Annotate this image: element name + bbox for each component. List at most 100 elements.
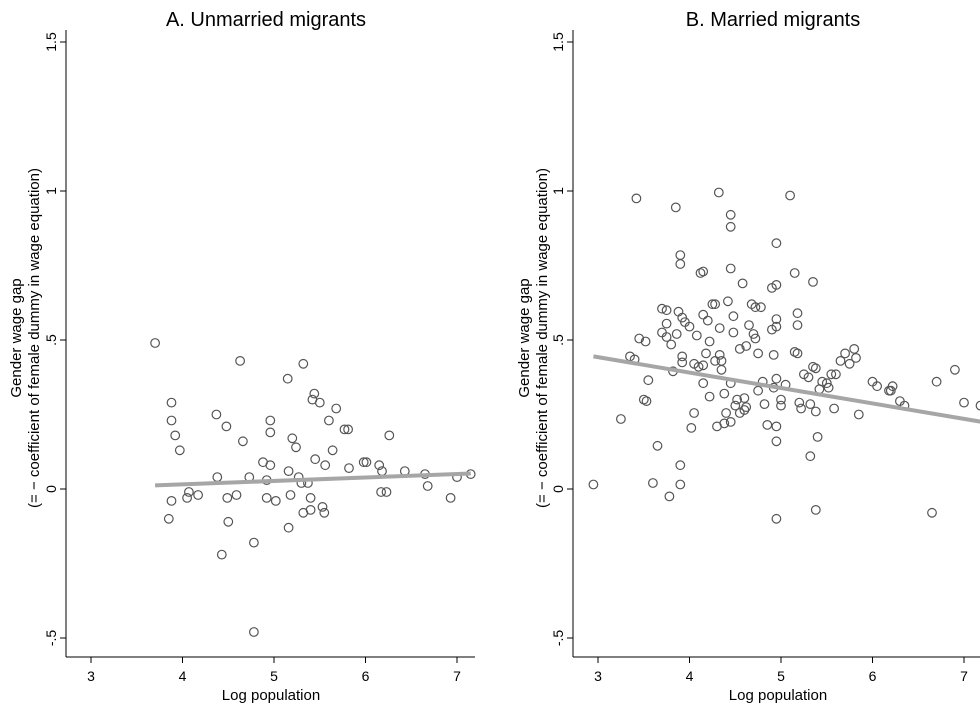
scatter-point <box>975 400 980 411</box>
scatter-point <box>931 376 942 387</box>
scatter-point <box>792 348 803 359</box>
scatter-point <box>744 320 754 331</box>
scatter-point <box>283 522 294 533</box>
scatter-point <box>693 361 704 372</box>
scatter-point <box>677 357 688 368</box>
scatter-point <box>753 348 763 359</box>
scatter-point <box>237 436 248 447</box>
scatter-point <box>728 327 739 338</box>
scatter-point <box>193 490 204 500</box>
scatter-point <box>810 363 821 374</box>
scatter-point <box>821 378 832 389</box>
scatter-point <box>776 394 786 405</box>
scatter-point <box>182 493 193 503</box>
scatter-point <box>324 415 334 426</box>
scatter-point <box>698 378 709 389</box>
x-axis-title: Log population <box>729 687 827 704</box>
scatter-point <box>640 336 651 347</box>
x-tick-label: 3 <box>594 668 602 684</box>
x-tick-label: 6 <box>362 668 370 684</box>
scatter-point <box>719 388 730 399</box>
scatter-point <box>221 421 232 432</box>
scatter-point <box>339 424 350 435</box>
scatter-point <box>789 268 800 278</box>
scatter-point <box>631 193 642 204</box>
scatter-point <box>282 373 293 384</box>
scatter-point <box>771 421 782 432</box>
scatter-point <box>231 490 242 500</box>
fit-line-group <box>154 471 471 488</box>
scatter-point <box>675 460 686 471</box>
scatter-point <box>853 409 864 420</box>
scatter-point <box>664 491 675 502</box>
scatter-point <box>823 382 834 393</box>
scatter-point <box>710 299 720 310</box>
scatter-point <box>285 490 296 500</box>
scatter-point <box>261 493 272 503</box>
scatter-point <box>796 403 806 414</box>
y-tick-label: -.5 <box>43 630 59 647</box>
scatter-point <box>358 457 369 468</box>
scatter-point <box>616 414 626 424</box>
scatter-point <box>216 549 227 560</box>
scatter-point <box>716 356 727 366</box>
scatter-point <box>750 333 761 344</box>
scatter-point <box>829 403 839 414</box>
scatter-point <box>817 376 828 387</box>
scatter-point <box>959 397 969 408</box>
scatter-point <box>707 299 718 310</box>
scatter-point <box>314 397 325 408</box>
scatter-point <box>344 463 354 474</box>
scatter-point <box>702 315 713 326</box>
panel-married-migrants: B. Married migrants Log population Gende… <box>516 9 980 704</box>
scatter-point <box>305 493 316 503</box>
scatter-point <box>771 314 782 325</box>
x-tick-label: 6 <box>869 668 877 684</box>
scatter-point <box>686 423 697 433</box>
scatter-point <box>753 385 763 396</box>
scatter-point <box>695 268 706 278</box>
scatter-point <box>771 513 782 524</box>
scatter-point <box>750 302 761 313</box>
scatter-point <box>677 351 688 362</box>
scatter-point <box>812 432 823 442</box>
scatter-point <box>235 356 246 366</box>
scatter-point <box>741 341 752 351</box>
y-tick-label: .5 <box>43 334 59 346</box>
scatter-point <box>661 318 672 329</box>
panel-unmarried-migrants: A. Unmarried migrants Log population Gen… <box>8 9 476 704</box>
x-tick-label: 3 <box>87 668 95 684</box>
scatter-point <box>265 415 276 426</box>
scatter-point <box>810 505 821 515</box>
tick-group: 3 4 5 6 7 -.5 0 .5 1 1.5 <box>43 32 461 684</box>
scatter-point <box>713 187 724 198</box>
scatter-point <box>927 507 937 518</box>
scatter-point <box>641 396 652 407</box>
x-tick-label: 7 <box>960 668 968 684</box>
scatter-point <box>150 338 161 348</box>
scatter-point <box>785 190 795 201</box>
scatter-point <box>670 202 681 213</box>
fit-line-group <box>593 354 980 424</box>
scatter-point <box>741 402 752 413</box>
scatter-point <box>701 348 711 359</box>
scatter-point <box>376 487 387 497</box>
scatter-point <box>170 430 181 441</box>
scatter-point <box>810 406 821 417</box>
scatter-point <box>445 493 456 503</box>
scatter-point <box>739 393 750 404</box>
scatter-point <box>771 238 782 249</box>
scatter-point <box>734 344 745 354</box>
scatter-point <box>849 344 860 354</box>
scatter-point <box>666 339 677 350</box>
y-tick-label: 1 <box>550 187 566 195</box>
scatter-point <box>317 502 328 512</box>
scatter-point <box>634 333 645 344</box>
scatter-point <box>826 369 837 380</box>
scatter-point <box>248 627 259 637</box>
scatter-point <box>719 418 730 429</box>
y-axis-title-line2: (= − coefficient of female dummy in wage… <box>534 168 551 508</box>
fitted-line <box>593 354 980 424</box>
scatter-point <box>716 364 727 375</box>
